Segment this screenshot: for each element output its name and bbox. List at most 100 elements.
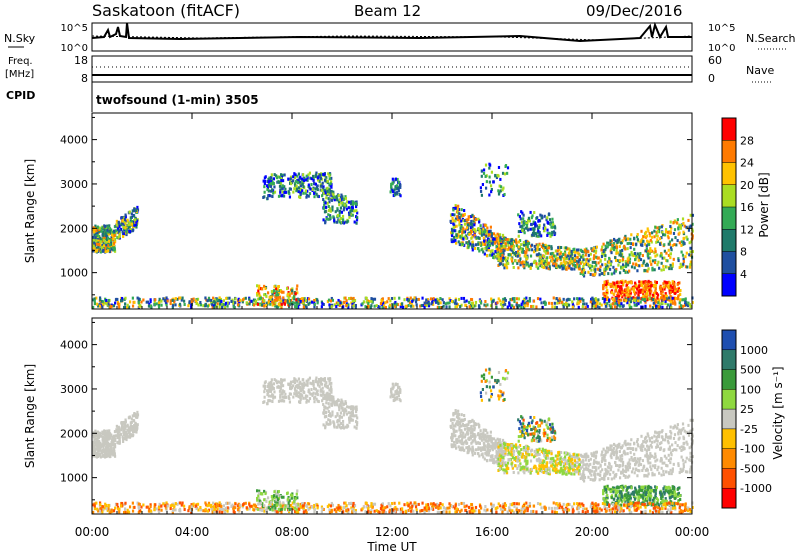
velocity-cell (328, 419, 332, 423)
power-cell (620, 254, 623, 258)
power-cell (381, 297, 384, 301)
power-cell (307, 173, 310, 177)
power-cell (676, 218, 679, 222)
power-cell (369, 305, 372, 309)
power-cell (171, 304, 175, 308)
power-cell (609, 262, 612, 266)
power-cell (623, 289, 627, 293)
velocity-cell (356, 416, 359, 420)
power-cell (283, 190, 286, 194)
power-cell (644, 285, 647, 289)
power-cell (578, 264, 581, 268)
power-cell (474, 235, 477, 239)
velocity-cell (484, 429, 488, 433)
power-cell (330, 176, 333, 180)
power-cell (490, 170, 494, 174)
power-cell (304, 189, 307, 193)
velocity-cell (283, 378, 286, 382)
power-cell (592, 304, 595, 308)
power-cell (657, 260, 660, 264)
velocity-cell (324, 396, 327, 400)
power-cell (615, 284, 618, 288)
power-cell (627, 263, 630, 267)
power-cell (549, 234, 552, 238)
power-cell (651, 268, 654, 272)
power-cell (482, 171, 486, 175)
velocity-cell (329, 421, 332, 425)
power-cell (608, 298, 611, 302)
power-cell (654, 225, 657, 229)
power-cell (102, 226, 106, 230)
power-cell (291, 301, 294, 305)
velocity-cell (481, 447, 485, 451)
power-cell (618, 285, 622, 289)
power-cell (541, 256, 545, 260)
power-cell (632, 298, 636, 302)
velocity-cell (97, 448, 101, 452)
power-cell (538, 259, 541, 263)
power-cell (656, 263, 659, 267)
power-cell (399, 305, 402, 309)
power-cell (612, 285, 615, 289)
power-cell (556, 249, 559, 253)
power-cell (430, 302, 433, 306)
power-cell (540, 245, 543, 249)
power-cell (517, 213, 520, 217)
power-cell (487, 239, 491, 243)
velocity-cell (332, 420, 335, 424)
power-cell (472, 215, 475, 219)
power-cell (653, 284, 656, 288)
power-cell (397, 180, 400, 184)
velocity-cell (102, 449, 106, 453)
power-cell (107, 302, 110, 306)
power-cell (344, 220, 347, 224)
power-cell (499, 257, 503, 261)
power-cell (521, 228, 524, 232)
power-cell (97, 248, 100, 252)
power-cell (668, 240, 672, 244)
velocity-cell (453, 418, 456, 422)
power-cell (629, 289, 632, 293)
velocity-cell (104, 454, 107, 458)
power-cell (313, 302, 316, 306)
power-cell (653, 235, 656, 239)
power-cell (657, 301, 660, 305)
power-cell (667, 284, 670, 288)
power-cell (305, 306, 308, 310)
power-cell (301, 182, 304, 186)
power-cell (533, 231, 536, 235)
power-cell (524, 304, 527, 308)
power-cell (503, 172, 507, 176)
power-cell (658, 242, 662, 246)
power-cell (473, 223, 476, 227)
power-cell (432, 297, 435, 301)
power-cell (599, 265, 602, 269)
velocity-cell (466, 447, 470, 451)
nave-label: Nave (746, 64, 774, 77)
power-cell (616, 291, 620, 295)
power-cell (655, 292, 658, 296)
power-cell (499, 236, 502, 240)
velocity-cell (488, 438, 492, 442)
power-cell (318, 179, 321, 183)
velocity-cell (344, 425, 347, 429)
power-cell (551, 251, 554, 255)
power-cell (639, 243, 643, 247)
power-cell (98, 296, 102, 300)
velocity-cell (452, 430, 455, 434)
power-cell (630, 233, 633, 237)
velocity-cell (483, 448, 486, 452)
power-cell (519, 217, 522, 221)
power-cell (550, 225, 553, 229)
power-cell (104, 249, 107, 253)
power-cell (499, 189, 502, 193)
power-cell (544, 301, 547, 305)
velocity-cell (344, 400, 347, 404)
power-cell (612, 297, 615, 301)
power-cell (503, 302, 507, 306)
power-cell (544, 259, 547, 263)
velocity-cell (327, 410, 330, 414)
velocity-cell (391, 382, 394, 386)
velocity-cell (308, 397, 312, 401)
power-cell (546, 251, 550, 255)
